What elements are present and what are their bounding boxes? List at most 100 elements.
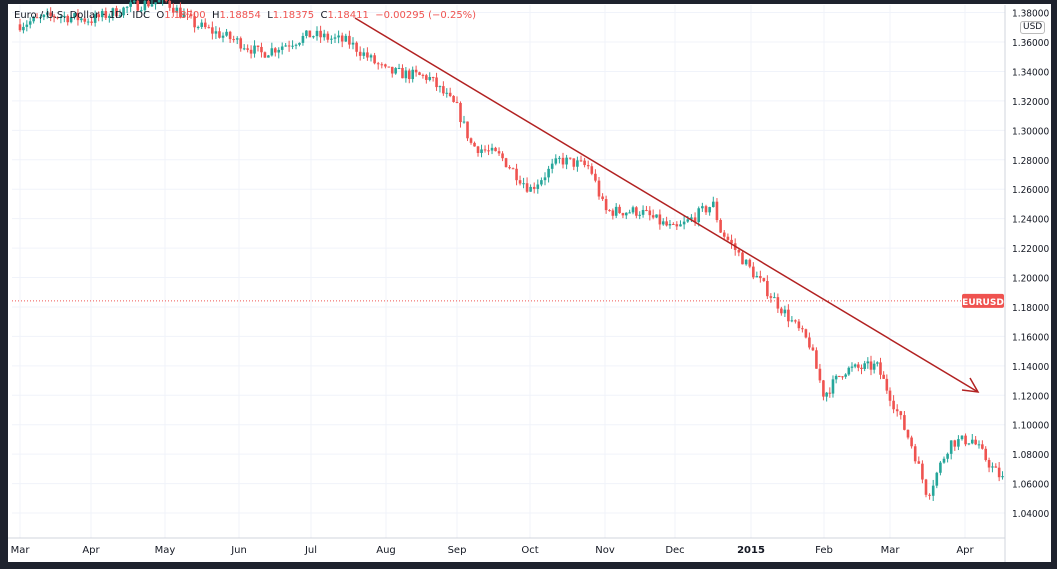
- candle-body: [263, 52, 267, 58]
- candle-body: [547, 168, 550, 178]
- candle-body: [608, 210, 611, 212]
- interval: 1D: [108, 10, 123, 21]
- candle-body: [508, 167, 511, 169]
- close-value: 1.18411: [327, 10, 369, 21]
- candle-body: [18, 24, 22, 31]
- candle-body: [515, 168, 518, 181]
- candle-body: [63, 15, 66, 18]
- candle-body: [631, 207, 635, 213]
- low-value: 1.18375: [272, 10, 315, 21]
- candle-body: [658, 214, 662, 225]
- candle-body: [994, 466, 998, 468]
- price-tick-label: 1.24000: [1012, 215, 1049, 226]
- candle-body: [425, 75, 428, 80]
- time-tick-label: Sep: [448, 545, 467, 556]
- candle-body: [825, 392, 828, 397]
- candle-body: [414, 69, 418, 73]
- candle-body: [211, 27, 214, 34]
- candle-body: [960, 435, 964, 440]
- candle-body: [942, 458, 946, 463]
- candle-body: [125, 6, 129, 8]
- symbol-name[interactable]: Euro / U.S. Dollar: [14, 10, 100, 21]
- candle-body: [822, 380, 825, 397]
- candle-body: [448, 92, 452, 97]
- candle-body: [540, 180, 543, 185]
- candle-body: [428, 77, 432, 80]
- candle-body: [256, 45, 260, 47]
- candle-body: [672, 223, 675, 225]
- candle-body: [708, 207, 711, 213]
- candle-body: [769, 296, 773, 298]
- time-tick-label: May: [155, 545, 176, 556]
- candle-body: [558, 157, 561, 159]
- candle-body: [841, 376, 844, 378]
- candle-body: [380, 64, 384, 66]
- candle-body: [967, 443, 971, 445]
- candle-body: [459, 102, 462, 123]
- currency-badge[interactable]: USD: [1020, 21, 1046, 34]
- time-tick-label: Jun: [230, 545, 247, 556]
- candle-body: [122, 7, 125, 16]
- candle-body: [73, 13, 76, 18]
- candle-body: [576, 160, 579, 167]
- candle-body: [228, 31, 232, 40]
- candle-body: [249, 49, 253, 54]
- candle-body: [235, 38, 239, 40]
- candle-body: [351, 42, 355, 45]
- candle-body: [675, 224, 679, 227]
- candle-body: [480, 149, 483, 153]
- candle-body: [949, 440, 953, 454]
- candle-body: [66, 15, 70, 23]
- candle-body: [390, 66, 394, 74]
- candle-body: [924, 479, 928, 495]
- candle-body: [1001, 476, 1004, 478]
- candle-body: [818, 368, 822, 381]
- candle-body: [104, 11, 108, 18]
- candle-body: [384, 64, 387, 67]
- candle-body: [143, 0, 147, 11]
- candle-body: [838, 375, 841, 377]
- candle-body: [801, 328, 804, 330]
- candle-body: [315, 30, 319, 37]
- candle-body: [984, 448, 988, 461]
- candle-body: [863, 363, 866, 369]
- candle-body: [186, 13, 189, 15]
- candle-body: [704, 206, 708, 213]
- candle-body: [476, 146, 480, 153]
- candle-body: [518, 180, 522, 184]
- time-tick-label: Mar: [11, 545, 31, 556]
- candle-body: [442, 86, 445, 94]
- candle-body: [411, 69, 414, 80]
- candle-body: [766, 281, 769, 297]
- price-tick-label: 1.10000: [1012, 421, 1049, 432]
- source: IDC: [132, 10, 151, 21]
- time-tick-label: Mar: [881, 545, 901, 556]
- candle-body: [831, 379, 835, 394]
- change-value: −0.00295 (−0.25%): [375, 10, 477, 21]
- candle-body: [935, 472, 939, 486]
- price-tick-label: 1.22000: [1012, 244, 1049, 255]
- candle-body: [648, 210, 652, 216]
- candle-body: [690, 217, 693, 220]
- candle-body: [755, 276, 759, 278]
- candle-body: [52, 15, 56, 18]
- candle-body: [645, 209, 648, 211]
- price-tick-label: 1.14000: [1012, 362, 1049, 373]
- price-tick-label: 1.36000: [1012, 38, 1049, 49]
- candle-body: [726, 236, 730, 240]
- candle-body: [221, 35, 225, 38]
- candle-body: [189, 14, 193, 17]
- candle-body: [421, 74, 425, 76]
- candle-body: [525, 183, 529, 192]
- candle-body: [232, 39, 235, 41]
- candle-body: [100, 11, 104, 18]
- candle-body: [804, 329, 808, 338]
- symbol-legend: Euro / U.S. Dollar · 1D · IDC O1.18700 H…: [14, 10, 477, 21]
- candle-body: [253, 45, 256, 54]
- candle-body: [83, 18, 87, 22]
- candle-body: [418, 72, 421, 75]
- candle-body: [987, 460, 991, 468]
- candle-body: [35, 17, 39, 19]
- candle-body: [594, 173, 597, 181]
